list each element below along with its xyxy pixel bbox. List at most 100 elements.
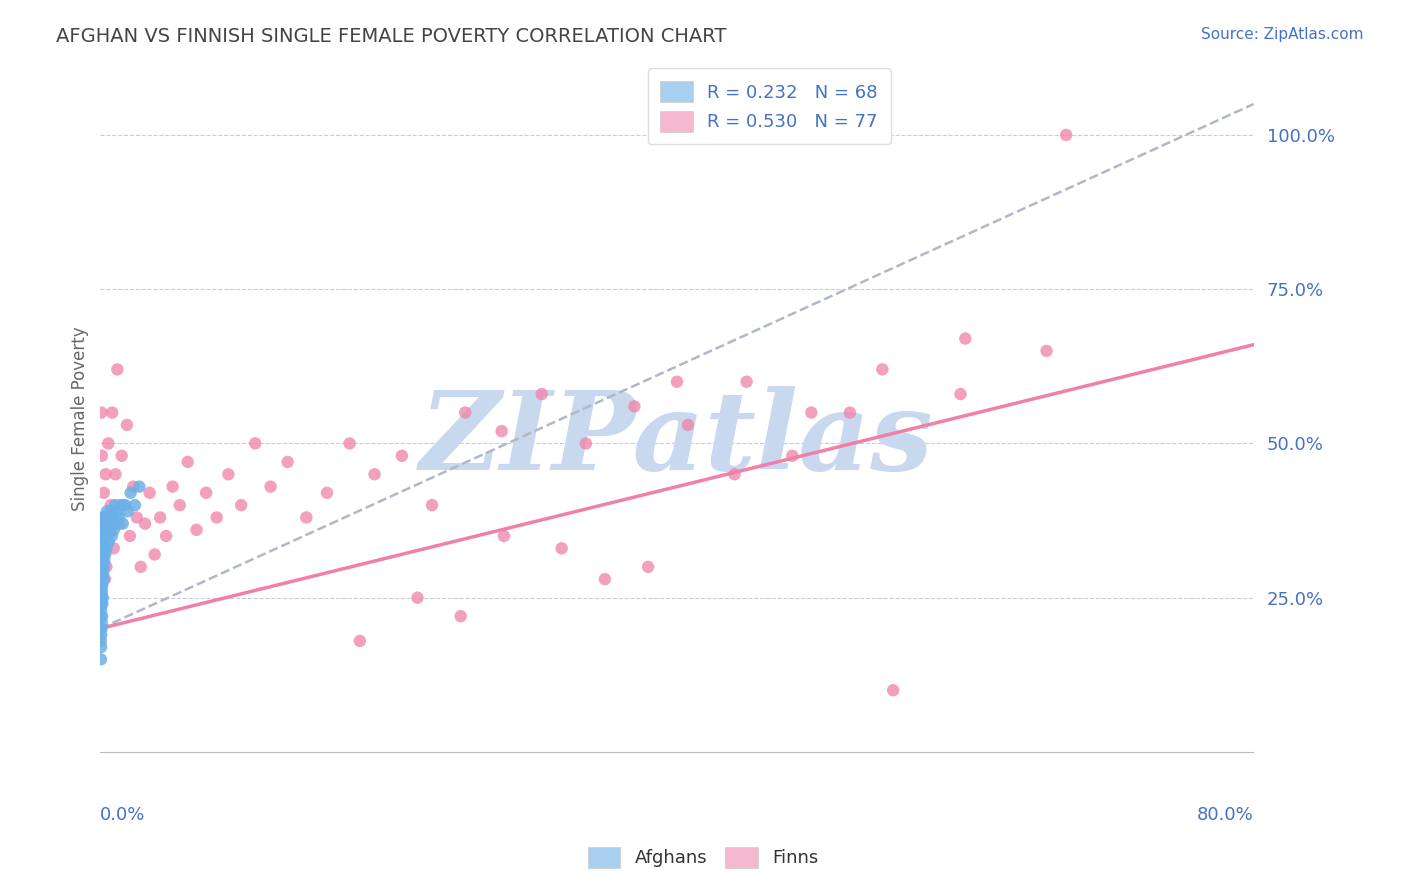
Point	[391, 449, 413, 463]
Point	[800, 406, 823, 420]
Point	[186, 523, 208, 537]
Point	[205, 510, 228, 524]
Point	[90, 510, 112, 524]
Point	[98, 523, 121, 537]
Point	[530, 387, 553, 401]
Text: Source: ZipAtlas.com: Source: ZipAtlas.com	[1201, 27, 1364, 42]
Text: 80.0%: 80.0%	[1197, 805, 1254, 823]
Point	[90, 566, 112, 580]
Point	[91, 591, 114, 605]
Point	[90, 591, 112, 605]
Point	[108, 510, 131, 524]
Point	[316, 485, 339, 500]
Point	[259, 480, 281, 494]
Point	[169, 498, 191, 512]
Point	[120, 485, 142, 500]
Point	[91, 559, 114, 574]
Point	[91, 609, 114, 624]
Point	[90, 406, 112, 420]
Point	[107, 504, 129, 518]
Point	[90, 591, 112, 605]
Point	[91, 554, 114, 568]
Point	[128, 480, 150, 494]
Point	[91, 548, 114, 562]
Point	[94, 529, 117, 543]
Point	[97, 516, 120, 531]
Point	[295, 510, 318, 524]
Point	[91, 572, 114, 586]
Point	[98, 510, 121, 524]
Point	[872, 362, 894, 376]
Point	[94, 467, 117, 482]
Point	[454, 406, 477, 420]
Point	[882, 683, 904, 698]
Point	[90, 652, 112, 666]
Point	[98, 523, 121, 537]
Point	[104, 498, 127, 512]
Point	[450, 609, 472, 624]
Point	[949, 387, 972, 401]
Point	[339, 436, 361, 450]
Point	[90, 572, 112, 586]
Point	[94, 572, 117, 586]
Point	[90, 609, 112, 624]
Point	[117, 504, 139, 518]
Point	[90, 535, 112, 549]
Point	[149, 510, 172, 524]
Text: ZIPatlas: ZIPatlas	[420, 385, 934, 493]
Point	[96, 529, 118, 543]
Point	[97, 535, 120, 549]
Point	[129, 559, 152, 574]
Point	[1035, 343, 1057, 358]
Point	[780, 449, 803, 463]
Point	[101, 406, 124, 420]
Legend: R = 0.232   N = 68, R = 0.530   N = 77: R = 0.232 N = 68, R = 0.530 N = 77	[648, 69, 890, 145]
Point	[111, 516, 134, 531]
Point	[665, 375, 688, 389]
Point	[110, 498, 132, 512]
Point	[723, 467, 745, 482]
Point	[162, 480, 184, 494]
Point	[90, 622, 112, 636]
Text: 0.0%: 0.0%	[100, 805, 146, 823]
Point	[243, 436, 266, 450]
Point	[93, 554, 115, 568]
Point	[93, 535, 115, 549]
Point	[93, 572, 115, 586]
Point	[90, 633, 112, 648]
Point	[96, 559, 118, 574]
Point	[90, 529, 112, 543]
Point	[101, 529, 124, 543]
Point	[91, 535, 114, 549]
Point	[94, 523, 117, 537]
Point	[91, 554, 114, 568]
Point	[93, 523, 115, 537]
Point	[143, 548, 166, 562]
Point	[155, 529, 177, 543]
Point	[105, 516, 128, 531]
Point	[676, 417, 699, 432]
Point	[91, 523, 114, 537]
Point	[94, 516, 117, 531]
Point	[90, 603, 112, 617]
Point	[349, 633, 371, 648]
Point	[93, 529, 115, 543]
Point	[1054, 128, 1077, 142]
Point	[103, 523, 125, 537]
Point	[91, 578, 114, 592]
Point	[492, 529, 515, 543]
Point	[91, 559, 114, 574]
Point	[94, 548, 117, 562]
Point	[90, 559, 112, 574]
Point	[90, 628, 112, 642]
Point	[93, 510, 115, 524]
Point	[94, 510, 117, 524]
Y-axis label: Single Female Poverty: Single Female Poverty	[72, 326, 89, 511]
Point	[96, 510, 118, 524]
Point	[93, 548, 115, 562]
Point	[277, 455, 299, 469]
Point	[177, 455, 200, 469]
Point	[124, 498, 146, 512]
Point	[955, 332, 977, 346]
Point	[195, 485, 218, 500]
